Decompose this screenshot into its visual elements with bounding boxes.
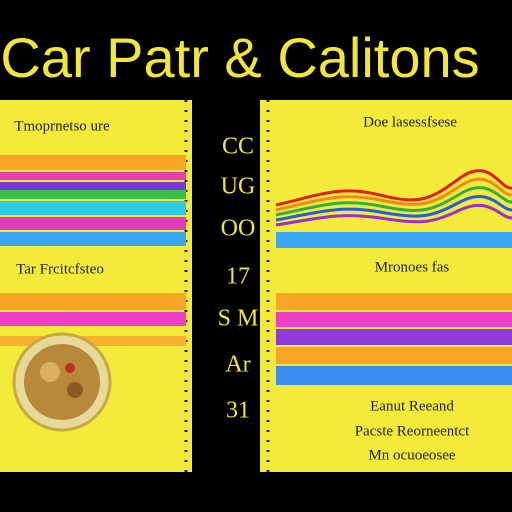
wave	[275, 186, 512, 217]
stripe	[0, 201, 186, 215]
stripe	[0, 182, 186, 190]
note: Pacste Reorneentct	[355, 423, 470, 439]
stripe	[0, 232, 186, 246]
stripe	[0, 217, 186, 230]
stripe	[0, 336, 186, 346]
wave	[275, 203, 512, 227]
stripe	[276, 312, 512, 327]
wave	[275, 169, 512, 207]
wave	[275, 177, 512, 212]
stripe	[0, 190, 186, 199]
stripe	[276, 329, 512, 345]
middle-column: CC UG OO 17 S M Ar 31	[218, 134, 259, 424]
side-label: OO	[221, 216, 256, 242]
food-piece	[40, 362, 60, 382]
side-label: Ar	[225, 352, 250, 378]
stripe	[276, 293, 512, 310]
panel-heading: Doe lasessfsese	[363, 114, 457, 130]
right-panel: Doe lasessfsese Mronoes fas Eanut Reeand…	[260, 100, 512, 472]
panel-subheading: Tar Frcitcfsteo	[16, 261, 104, 277]
stripe	[0, 293, 186, 310]
panel-heading: Tmoprnetso ure	[14, 118, 110, 134]
stripe	[0, 312, 186, 326]
side-label: 17	[226, 264, 250, 290]
side-label: CC	[222, 134, 254, 160]
side-label: UG	[221, 174, 256, 200]
title: Car Patr & Calitons	[0, 26, 479, 89]
stripe	[0, 155, 186, 170]
stripe	[276, 232, 512, 248]
side-label: S M	[218, 306, 259, 332]
wave	[275, 195, 512, 222]
food-piece	[65, 363, 75, 373]
panel-subheading: Mronoes fas	[375, 259, 450, 275]
stripe	[276, 347, 512, 364]
left-panel: Tmoprnetso ure Tar Frcitcfsteo	[0, 100, 192, 472]
stripe	[0, 172, 186, 180]
food-piece	[67, 382, 83, 398]
stripe	[276, 366, 512, 385]
note: Eanut Reeand	[370, 398, 454, 414]
note: Mn ocuoeosee	[368, 447, 455, 463]
panel-bg	[260, 100, 512, 472]
side-label: 31	[226, 398, 250, 424]
bowl-food	[24, 344, 100, 420]
